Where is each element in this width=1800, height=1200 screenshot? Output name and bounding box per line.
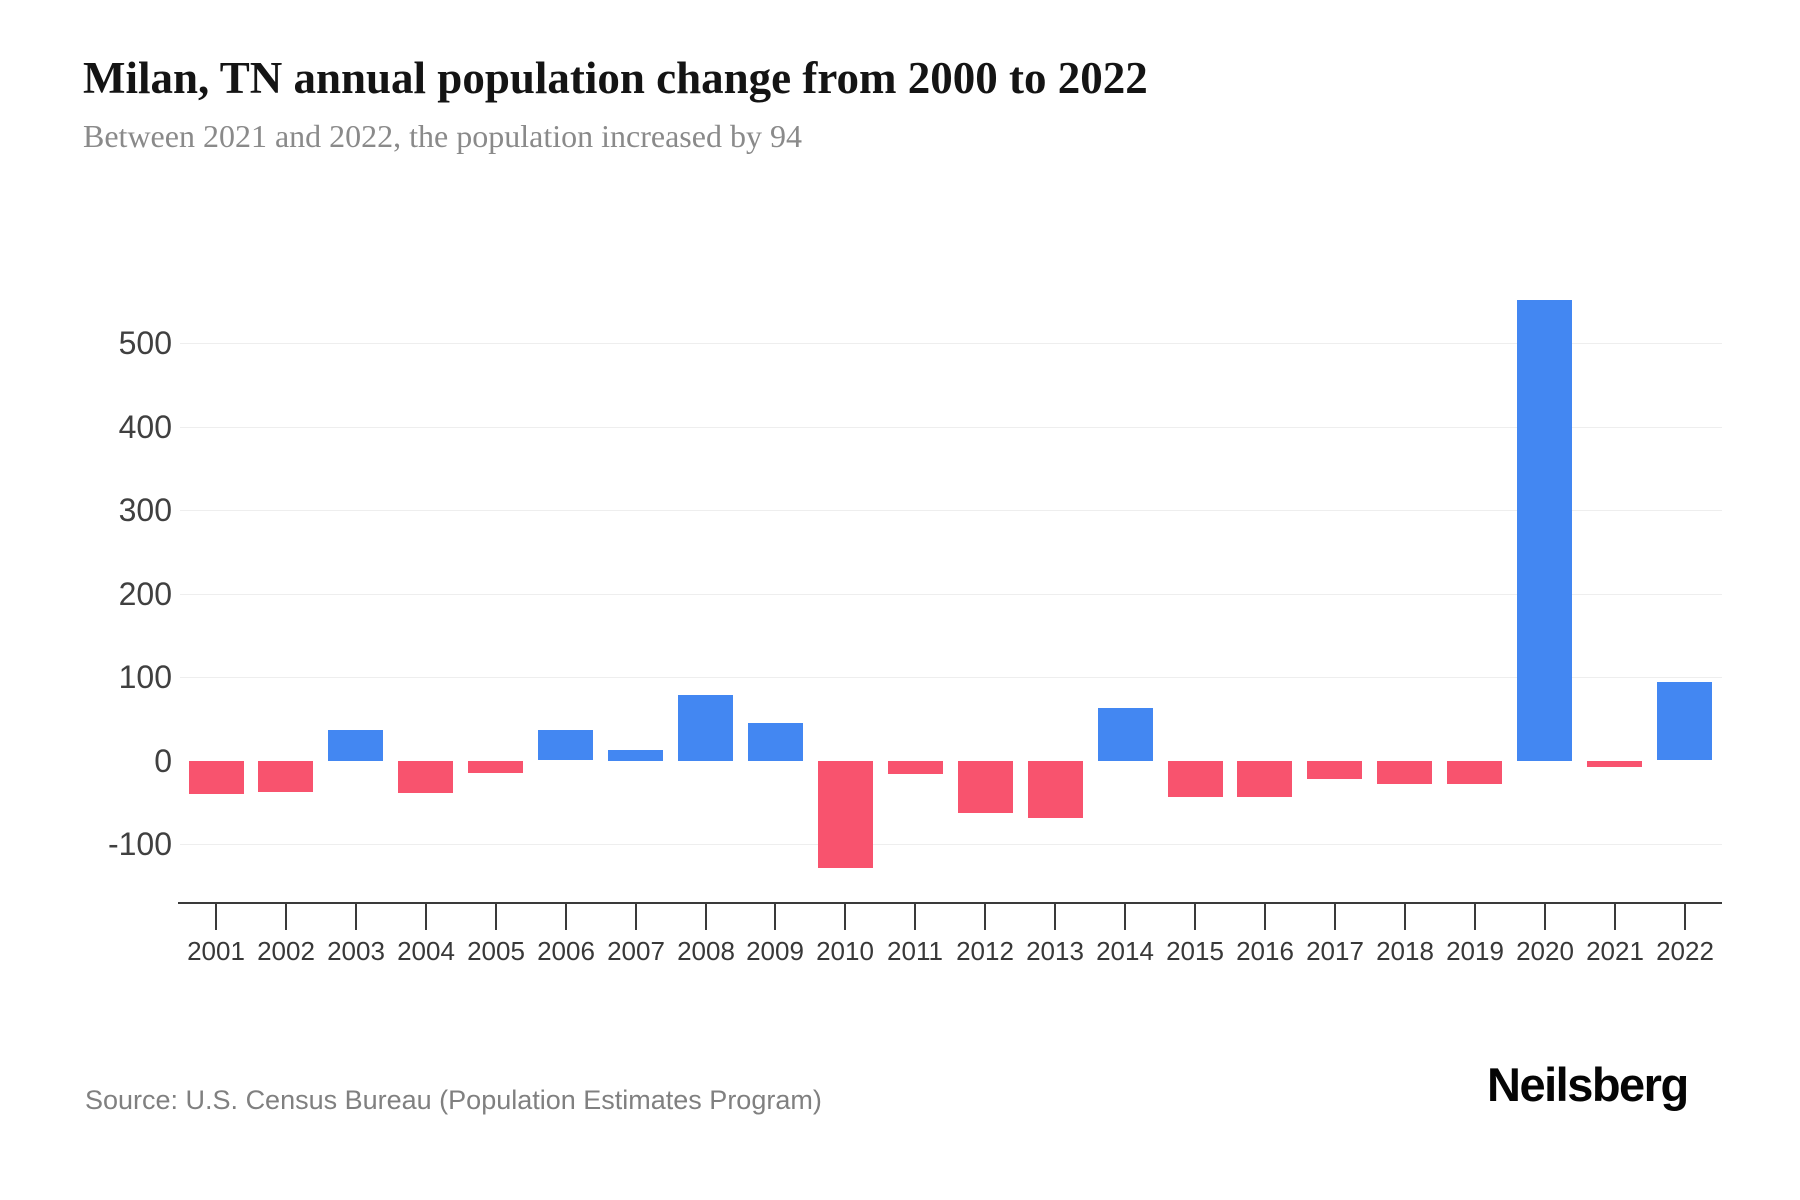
x-axis-tick — [774, 904, 776, 930]
x-axis-tick — [565, 904, 567, 930]
x-axis-tick — [635, 904, 637, 930]
x-axis-tick — [215, 904, 217, 930]
bar-2022[interactable] — [1657, 682, 1712, 760]
gridline — [180, 844, 1722, 845]
bar-2008[interactable] — [678, 695, 733, 761]
x-axis-tick-label: 2019 — [1446, 936, 1504, 966]
x-axis-tick-label: 2018 — [1376, 936, 1434, 966]
x-axis-tick — [355, 904, 357, 930]
x-axis-tick — [844, 904, 846, 930]
x-axis-tick — [285, 904, 287, 930]
x-axis-tick — [1264, 904, 1266, 930]
bar-2010[interactable] — [818, 761, 873, 868]
x-axis-tick-label: 2009 — [746, 936, 804, 966]
x-axis-tick-label: 2010 — [816, 936, 874, 966]
bar-2006[interactable] — [538, 730, 593, 760]
x-axis-tick — [425, 904, 427, 930]
x-axis-tick-label: 2014 — [1096, 936, 1154, 966]
gridline — [180, 510, 1722, 511]
x-axis-tick-label: 2016 — [1236, 936, 1294, 966]
x-axis-tick — [1054, 904, 1056, 930]
x-axis-tick-label: 2007 — [607, 936, 665, 966]
x-axis-tick — [1124, 904, 1126, 930]
bar-2011[interactable] — [888, 761, 943, 774]
x-axis-tick — [1194, 904, 1196, 930]
x-axis-tick-label: 2022 — [1656, 936, 1714, 966]
bar-2016[interactable] — [1237, 761, 1292, 797]
y-axis-tick-label: -100 — [107, 826, 172, 862]
x-axis-tick — [914, 904, 916, 930]
y-axis-tick-label: 300 — [118, 492, 172, 528]
y-axis-tick-label: 100 — [118, 659, 172, 695]
x-axis-tick-label: 2001 — [187, 936, 245, 966]
bar-2001[interactable] — [189, 761, 244, 794]
chart-title: Milan, TN annual population change from … — [83, 53, 1148, 103]
bar-2021[interactable] — [1587, 761, 1642, 767]
x-axis-tick — [1404, 904, 1406, 930]
x-axis-line — [178, 902, 1722, 904]
x-axis-tick-label: 2004 — [397, 936, 455, 966]
x-axis-tick-label: 2002 — [257, 936, 315, 966]
x-axis-tick-label: 2015 — [1166, 936, 1224, 966]
bar-2015[interactable] — [1168, 761, 1223, 797]
bar-2004[interactable] — [398, 761, 453, 793]
bar-2013[interactable] — [1028, 761, 1083, 818]
bar-2005[interactable] — [468, 761, 523, 773]
bar-2002[interactable] — [258, 761, 313, 792]
x-axis-tick-label: 2017 — [1306, 936, 1364, 966]
x-axis-tick — [1334, 904, 1336, 930]
bar-2017[interactable] — [1307, 761, 1362, 779]
bar-2007[interactable] — [608, 750, 663, 761]
y-axis-tick-label: 200 — [118, 576, 172, 612]
bar-2020[interactable] — [1517, 300, 1572, 761]
y-axis-tick-label: 500 — [118, 325, 172, 361]
x-axis-tick — [1474, 904, 1476, 930]
x-axis-tick-label: 2012 — [956, 936, 1014, 966]
x-axis-tick-label: 2013 — [1026, 936, 1084, 966]
bar-2014[interactable] — [1098, 708, 1153, 761]
brand-logo: Neilsberg — [1487, 1058, 1689, 1111]
x-axis-tick-label: 2008 — [677, 936, 735, 966]
gridline — [180, 677, 1722, 678]
x-axis-tick — [1684, 904, 1686, 930]
x-axis-tick-label: 2020 — [1516, 936, 1574, 966]
x-axis-tick — [1544, 904, 1546, 930]
bar-2003[interactable] — [328, 730, 383, 761]
bar-2019[interactable] — [1447, 761, 1502, 784]
x-axis-tick — [1614, 904, 1616, 930]
bar-2009[interactable] — [748, 723, 803, 761]
gridline — [180, 594, 1722, 595]
x-axis-tick — [984, 904, 986, 930]
x-axis-tick — [705, 904, 707, 930]
x-axis-tick-label: 2003 — [327, 936, 385, 966]
y-axis-tick-label: 400 — [118, 409, 172, 445]
gridline — [180, 343, 1722, 344]
chart-subtitle: Between 2021 and 2022, the population in… — [83, 118, 802, 154]
y-axis-tick-label: 0 — [154, 743, 172, 779]
x-axis-tick-label: 2011 — [887, 936, 943, 966]
bar-2012[interactable] — [958, 761, 1013, 813]
bar-2018[interactable] — [1377, 761, 1432, 784]
x-axis-tick-label: 2005 — [467, 936, 525, 966]
source-text: Source: U.S. Census Bureau (Population E… — [85, 1085, 822, 1115]
gridline — [180, 427, 1722, 428]
x-axis-tick-label: 2006 — [537, 936, 595, 966]
x-axis-tick-label: 2021 — [1586, 936, 1644, 966]
x-axis-tick — [495, 904, 497, 930]
